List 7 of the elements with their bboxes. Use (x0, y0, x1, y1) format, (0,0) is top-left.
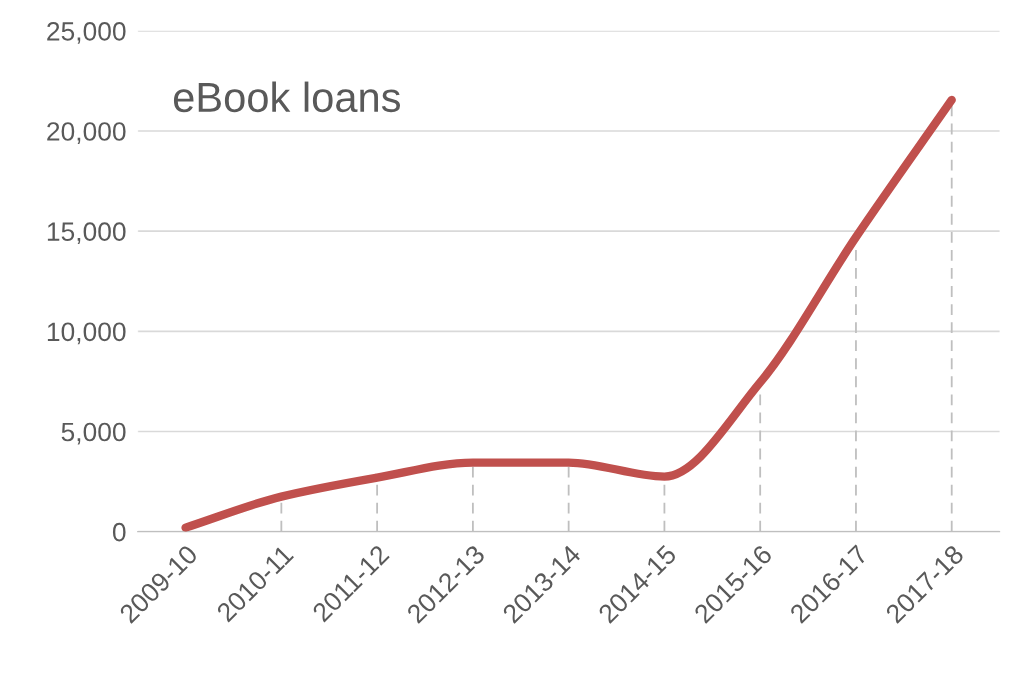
y-tick-label: 5,000 (61, 422, 126, 445)
y-tick-label: 15,000 (47, 222, 126, 245)
y-tick-label: 25,000 (47, 22, 126, 44)
y-tick-label: 10,000 (47, 322, 126, 345)
y-tick-label: 0 (112, 522, 126, 542)
text: eBook loans (173, 81, 400, 113)
y-tick-label: 20,000 (47, 122, 126, 144)
